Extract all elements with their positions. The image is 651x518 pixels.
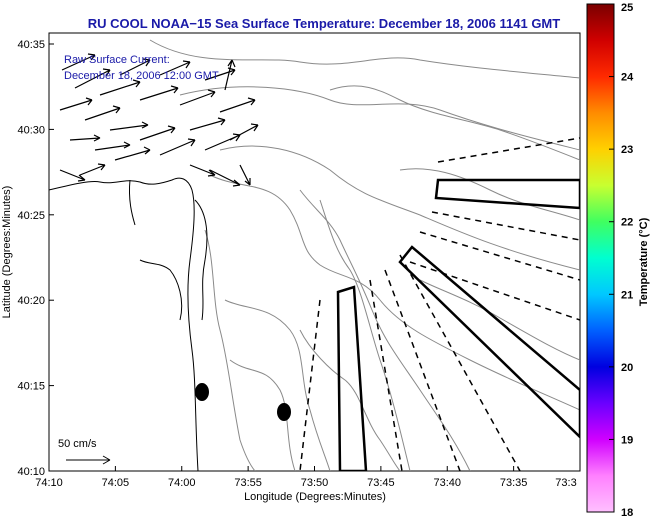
current-vector bbox=[69, 134, 101, 142]
current-vector bbox=[179, 89, 216, 106]
contour-line bbox=[229, 359, 296, 471]
surface-current-vectors bbox=[59, 53, 259, 187]
y-axis-label: Latitude (Degrees:Minutes) bbox=[1, 186, 13, 319]
y-tick-label: 40:20 bbox=[17, 295, 45, 307]
current-vector bbox=[204, 67, 236, 81]
coast-line bbox=[49, 177, 199, 471]
colorbar-tick-label: 25 bbox=[621, 2, 633, 14]
current-vector bbox=[239, 164, 251, 186]
current-vector bbox=[61, 53, 96, 71]
contour-line bbox=[299, 189, 471, 471]
colorbar-tick-label: 18 bbox=[621, 507, 633, 518]
current-vector bbox=[59, 169, 86, 182]
y-axis-ticks: 40:35 40:30 40:25 40:20 40:15 40:10 bbox=[17, 39, 54, 478]
contour-line bbox=[329, 85, 580, 161]
colorbar-tick-label: 24 bbox=[621, 72, 634, 84]
contour-line bbox=[399, 168, 580, 221]
contour-line bbox=[219, 145, 580, 271]
colorbar bbox=[586, 3, 615, 513]
colorbar-tick-label: 22 bbox=[621, 217, 633, 229]
current-vector bbox=[189, 164, 216, 177]
coast-line bbox=[129, 179, 136, 226]
y-tick-label: 40:30 bbox=[17, 124, 45, 136]
y-tick-label: 40:15 bbox=[17, 381, 45, 393]
current-vector bbox=[159, 60, 191, 76]
y-tick-label: 40:35 bbox=[17, 39, 45, 51]
current-vector bbox=[219, 97, 256, 113]
beam-dashed-lines bbox=[299, 137, 580, 471]
coast-line bbox=[194, 199, 208, 321]
beam-line bbox=[419, 231, 580, 281]
x-tick-label: 73:3 bbox=[555, 477, 576, 489]
colorbar-label: Temperature (°C) bbox=[638, 217, 650, 306]
station-marker bbox=[277, 403, 291, 421]
coast-line bbox=[139, 259, 183, 321]
beam-line bbox=[409, 261, 580, 321]
beam-line bbox=[399, 254, 521, 471]
current-vector bbox=[109, 121, 149, 131]
coastline bbox=[49, 177, 208, 471]
x-tick-label: 74:10 bbox=[35, 477, 63, 489]
map-content: Raw Surface Current: December 18, 2006 1… bbox=[49, 39, 580, 471]
colorbar-tick-label: 19 bbox=[621, 434, 633, 446]
contour-line bbox=[209, 174, 580, 411]
beam-polygons bbox=[336, 178, 580, 471]
current-label-line1: Raw Surface Current: bbox=[64, 54, 170, 66]
beam-line bbox=[437, 137, 580, 163]
colorbar-tick-label: 20 bbox=[621, 362, 633, 374]
colorbar-tick-label: 23 bbox=[621, 144, 633, 156]
current-vector bbox=[114, 146, 151, 161]
x-axis-label: Longitude (Degrees:Minutes) bbox=[244, 491, 386, 503]
current-vector bbox=[224, 59, 236, 91]
y-tick-label: 40:10 bbox=[17, 466, 45, 478]
current-vector bbox=[119, 58, 151, 76]
y-tick-label: 40:25 bbox=[17, 210, 45, 222]
contour-line bbox=[204, 229, 256, 471]
map-title: RU COOL NOAA−15 Sea Surface Temperature:… bbox=[88, 16, 560, 31]
beam-polygon bbox=[336, 285, 368, 471]
map-frame bbox=[48, 32, 581, 472]
contour-line bbox=[319, 199, 411, 471]
current-vector bbox=[139, 85, 179, 101]
current-vector bbox=[94, 141, 131, 151]
x-tick-label: 73:50 bbox=[301, 477, 329, 489]
station-marker bbox=[195, 383, 209, 401]
scale-arrow bbox=[66, 455, 111, 465]
colorbar-tick-label: 21 bbox=[621, 289, 633, 301]
scale-label: 50 cm/s bbox=[58, 438, 97, 450]
current-vector bbox=[229, 123, 259, 141]
x-tick-label: 74:00 bbox=[168, 477, 196, 489]
current-vector bbox=[79, 163, 106, 176]
beam-polygon bbox=[398, 245, 580, 439]
colorbar-ticks: 25 24 23 22 21 20 19 18 bbox=[609, 2, 634, 518]
x-tick-label: 73:55 bbox=[234, 477, 262, 489]
current-vector bbox=[139, 125, 176, 141]
contour-line bbox=[149, 39, 580, 79]
current-label-line2: December 18, 2006 12:00 GMT bbox=[64, 70, 219, 82]
contour-line bbox=[224, 299, 331, 471]
x-tick-label: 73:45 bbox=[367, 477, 395, 489]
x-tick-label: 73:35 bbox=[500, 477, 528, 489]
current-vector bbox=[189, 117, 226, 131]
contour-line bbox=[179, 86, 580, 151]
current-vector bbox=[84, 105, 121, 121]
current-vector bbox=[209, 169, 241, 187]
current-vector bbox=[74, 68, 111, 89]
current-vector bbox=[99, 79, 141, 96]
x-axis-ticks: 74:10 74:05 74:00 73:55 73:50 73:45 73:40 73:35… bbox=[35, 466, 581, 489]
current-vector bbox=[159, 138, 196, 156]
beam-line bbox=[384, 269, 461, 471]
x-tick-label: 73:40 bbox=[433, 477, 461, 489]
x-tick-label: 74:05 bbox=[102, 477, 130, 489]
current-vector bbox=[59, 97, 93, 111]
beam-line bbox=[431, 211, 580, 241]
contour-line bbox=[419, 279, 580, 361]
beam-line bbox=[299, 299, 321, 471]
beam-polygon bbox=[434, 178, 580, 210]
